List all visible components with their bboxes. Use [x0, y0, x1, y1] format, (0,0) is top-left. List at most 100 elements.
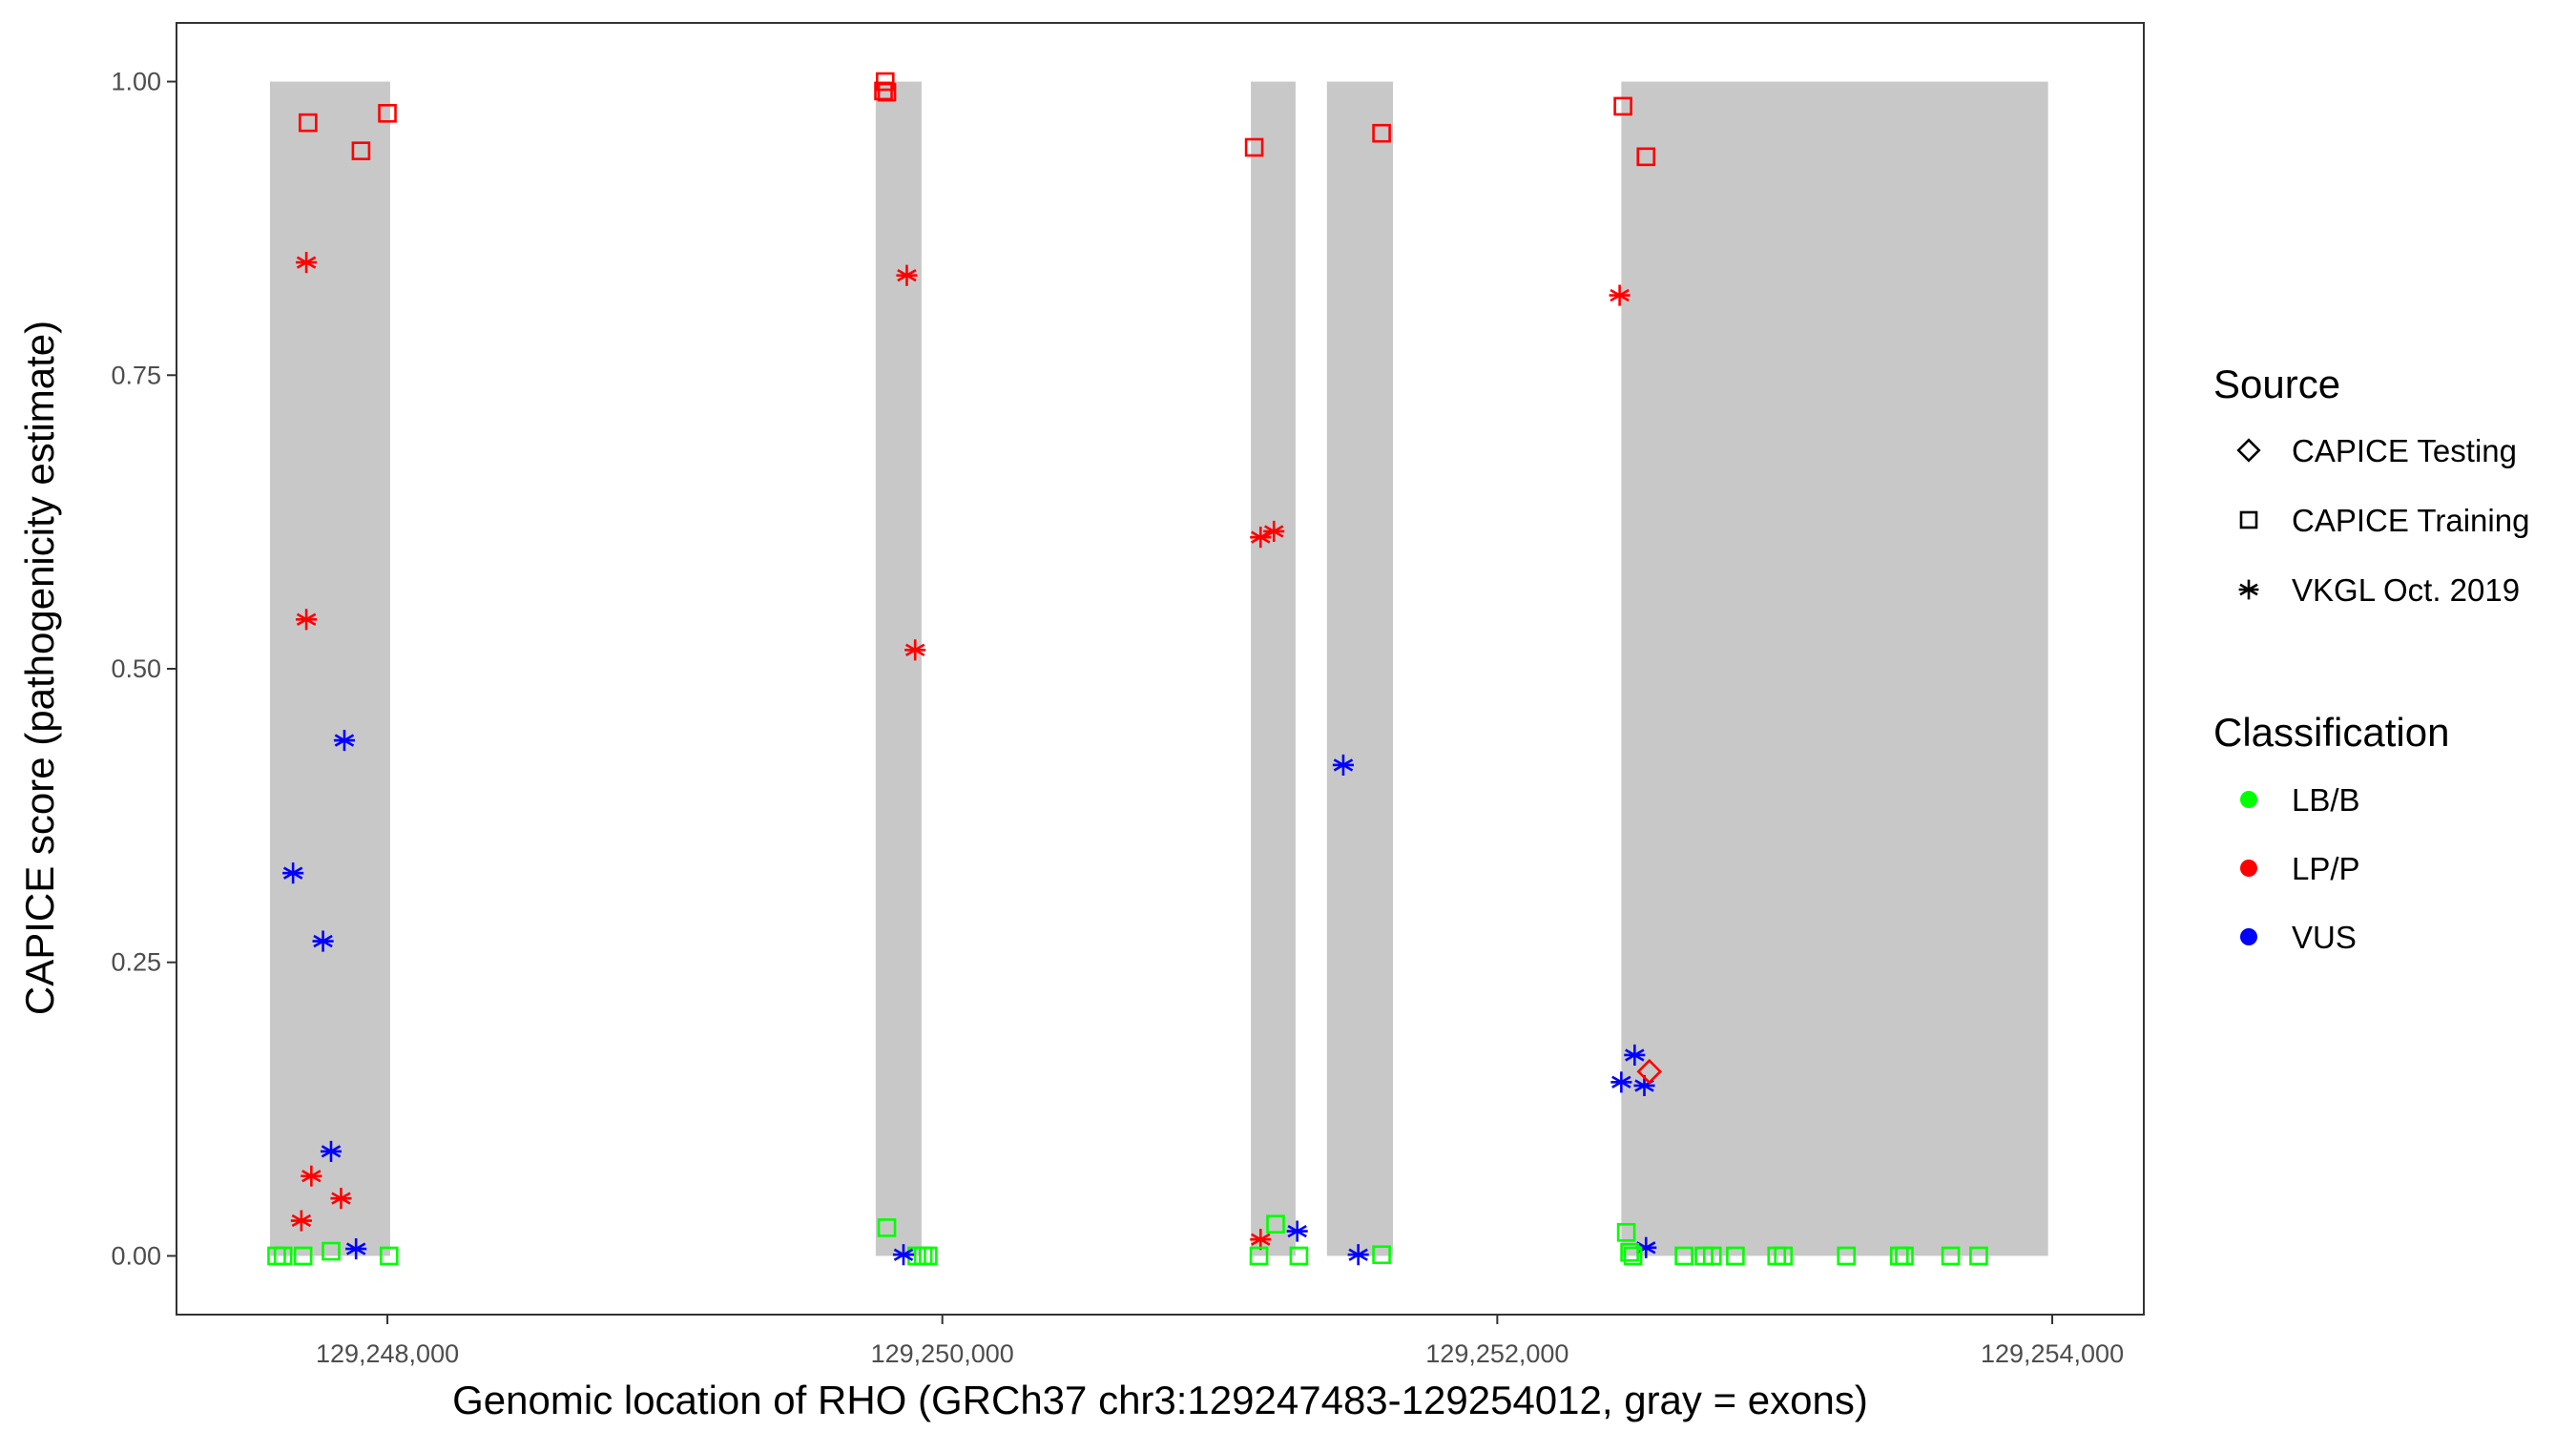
data-point	[1610, 1071, 1632, 1093]
asterisk-marker	[892, 1244, 915, 1266]
data-point	[273, 1246, 293, 1266]
data-point	[322, 1241, 341, 1261]
square-marker	[1969, 1246, 1988, 1266]
y-tick-label: 0.25	[111, 948, 161, 977]
square-marker	[1266, 1214, 1285, 1234]
asterisk-marker	[296, 609, 318, 631]
square-marker	[322, 1241, 341, 1261]
asterisk-marker	[1250, 1229, 1272, 1251]
y-tick-label: 1.00	[111, 68, 161, 96]
data-point	[1263, 520, 1285, 543]
data-point	[1895, 1246, 1914, 1266]
exon-bands	[270, 81, 2048, 1256]
asterisk-marker	[1347, 1244, 1369, 1266]
data-point	[875, 72, 895, 92]
y-axis: 0.00 0.25 0.50 0.75 1.00	[111, 68, 177, 1270]
data-point	[1623, 1246, 1643, 1266]
data-point	[379, 1246, 399, 1266]
asterisk-marker	[1609, 284, 1631, 306]
data-point	[333, 730, 356, 752]
square-marker	[299, 113, 318, 133]
data-point	[299, 113, 318, 133]
data-point	[1289, 1246, 1309, 1266]
square-marker	[1623, 1246, 1643, 1266]
data-point	[1372, 1245, 1391, 1265]
data-point	[919, 1246, 938, 1266]
asterisk-marker	[1263, 520, 1285, 543]
asterisk-marker	[296, 252, 318, 274]
square-marker	[875, 72, 895, 92]
data-point	[296, 252, 318, 274]
square-marker	[1774, 1246, 1794, 1266]
square-marker	[919, 1246, 938, 1266]
exon-band	[1251, 81, 1296, 1256]
data-point	[1837, 1246, 1857, 1266]
x-axis-title: Genomic location of RHO (GRCh37 chr3:129…	[452, 1378, 1868, 1422]
dot-icon	[2240, 860, 2257, 877]
legend-source-label: VKGL Oct. 2019	[2292, 572, 2520, 608]
dot-icon	[2240, 928, 2257, 945]
legend-source-label: CAPICE Training	[2292, 503, 2529, 538]
data-point	[330, 1188, 352, 1210]
y-tick-label: 0.75	[111, 361, 161, 389]
data-point	[1250, 1229, 1272, 1251]
data-point	[892, 1244, 915, 1266]
data-point	[320, 1140, 343, 1162]
data-point	[1372, 123, 1391, 143]
data-point	[345, 1238, 367, 1260]
diamond-icon	[2236, 438, 2261, 463]
y-tick-label: 0.50	[111, 654, 161, 683]
data-point	[1250, 527, 1272, 549]
data-point	[877, 82, 897, 102]
y-axis-title: CAPICE score (pathogenicity estimate)	[17, 321, 62, 1015]
legend-class-label: LP/P	[2292, 851, 2360, 886]
square-marker	[1249, 1246, 1269, 1266]
legend-class-label: VUS	[2292, 920, 2357, 955]
diamond-marker	[1636, 1058, 1663, 1085]
square-marker	[1674, 1246, 1693, 1266]
y-tick-label: 0.00	[111, 1241, 161, 1270]
square-marker	[293, 1246, 313, 1266]
data-point	[293, 1246, 313, 1266]
data-point	[1266, 1214, 1285, 1234]
square-marker	[1372, 123, 1391, 143]
square-marker	[1702, 1246, 1722, 1266]
x-tick-label: 129,248,000	[316, 1339, 459, 1368]
asterisk-marker	[1610, 1071, 1632, 1093]
data-point	[1244, 137, 1264, 157]
square-marker	[1244, 137, 1264, 157]
legend-source-title: Source	[2213, 362, 2340, 406]
exon-band	[1621, 81, 2048, 1256]
legend-class-label: LB/B	[2292, 782, 2360, 818]
square-marker	[273, 1246, 293, 1266]
asterisk-marker	[330, 1188, 352, 1210]
square-marker	[877, 82, 897, 102]
diamond-marker	[2236, 438, 2261, 463]
data-point	[1624, 1044, 1646, 1067]
square-marker	[1289, 1246, 1309, 1266]
x-tick-label: 129,254,000	[1981, 1339, 2124, 1368]
asterisk-marker	[312, 930, 334, 952]
asterisk-marker	[282, 862, 304, 884]
data-point	[1774, 1246, 1794, 1266]
exon-band	[1326, 81, 1394, 1256]
exon-band	[875, 81, 922, 1256]
data-point	[378, 103, 397, 123]
data-point	[1941, 1246, 1961, 1266]
data-point	[1969, 1246, 1988, 1266]
data-point	[896, 264, 918, 286]
data-point	[296, 609, 318, 631]
x-tick-label: 129,250,000	[871, 1339, 1014, 1368]
data-point	[290, 1210, 312, 1232]
data-point	[301, 1165, 322, 1187]
legend-source-label: CAPICE Testing	[2292, 433, 2517, 468]
x-tick-label: 129,252,000	[1425, 1339, 1568, 1368]
asterisk-marker	[333, 730, 356, 752]
square-marker	[1372, 1245, 1391, 1265]
data-point	[1249, 1246, 1269, 1266]
asterisk-marker	[320, 1140, 343, 1162]
square-marker	[1895, 1246, 1914, 1266]
data-point	[1636, 147, 1656, 167]
data-point	[1286, 1220, 1308, 1242]
